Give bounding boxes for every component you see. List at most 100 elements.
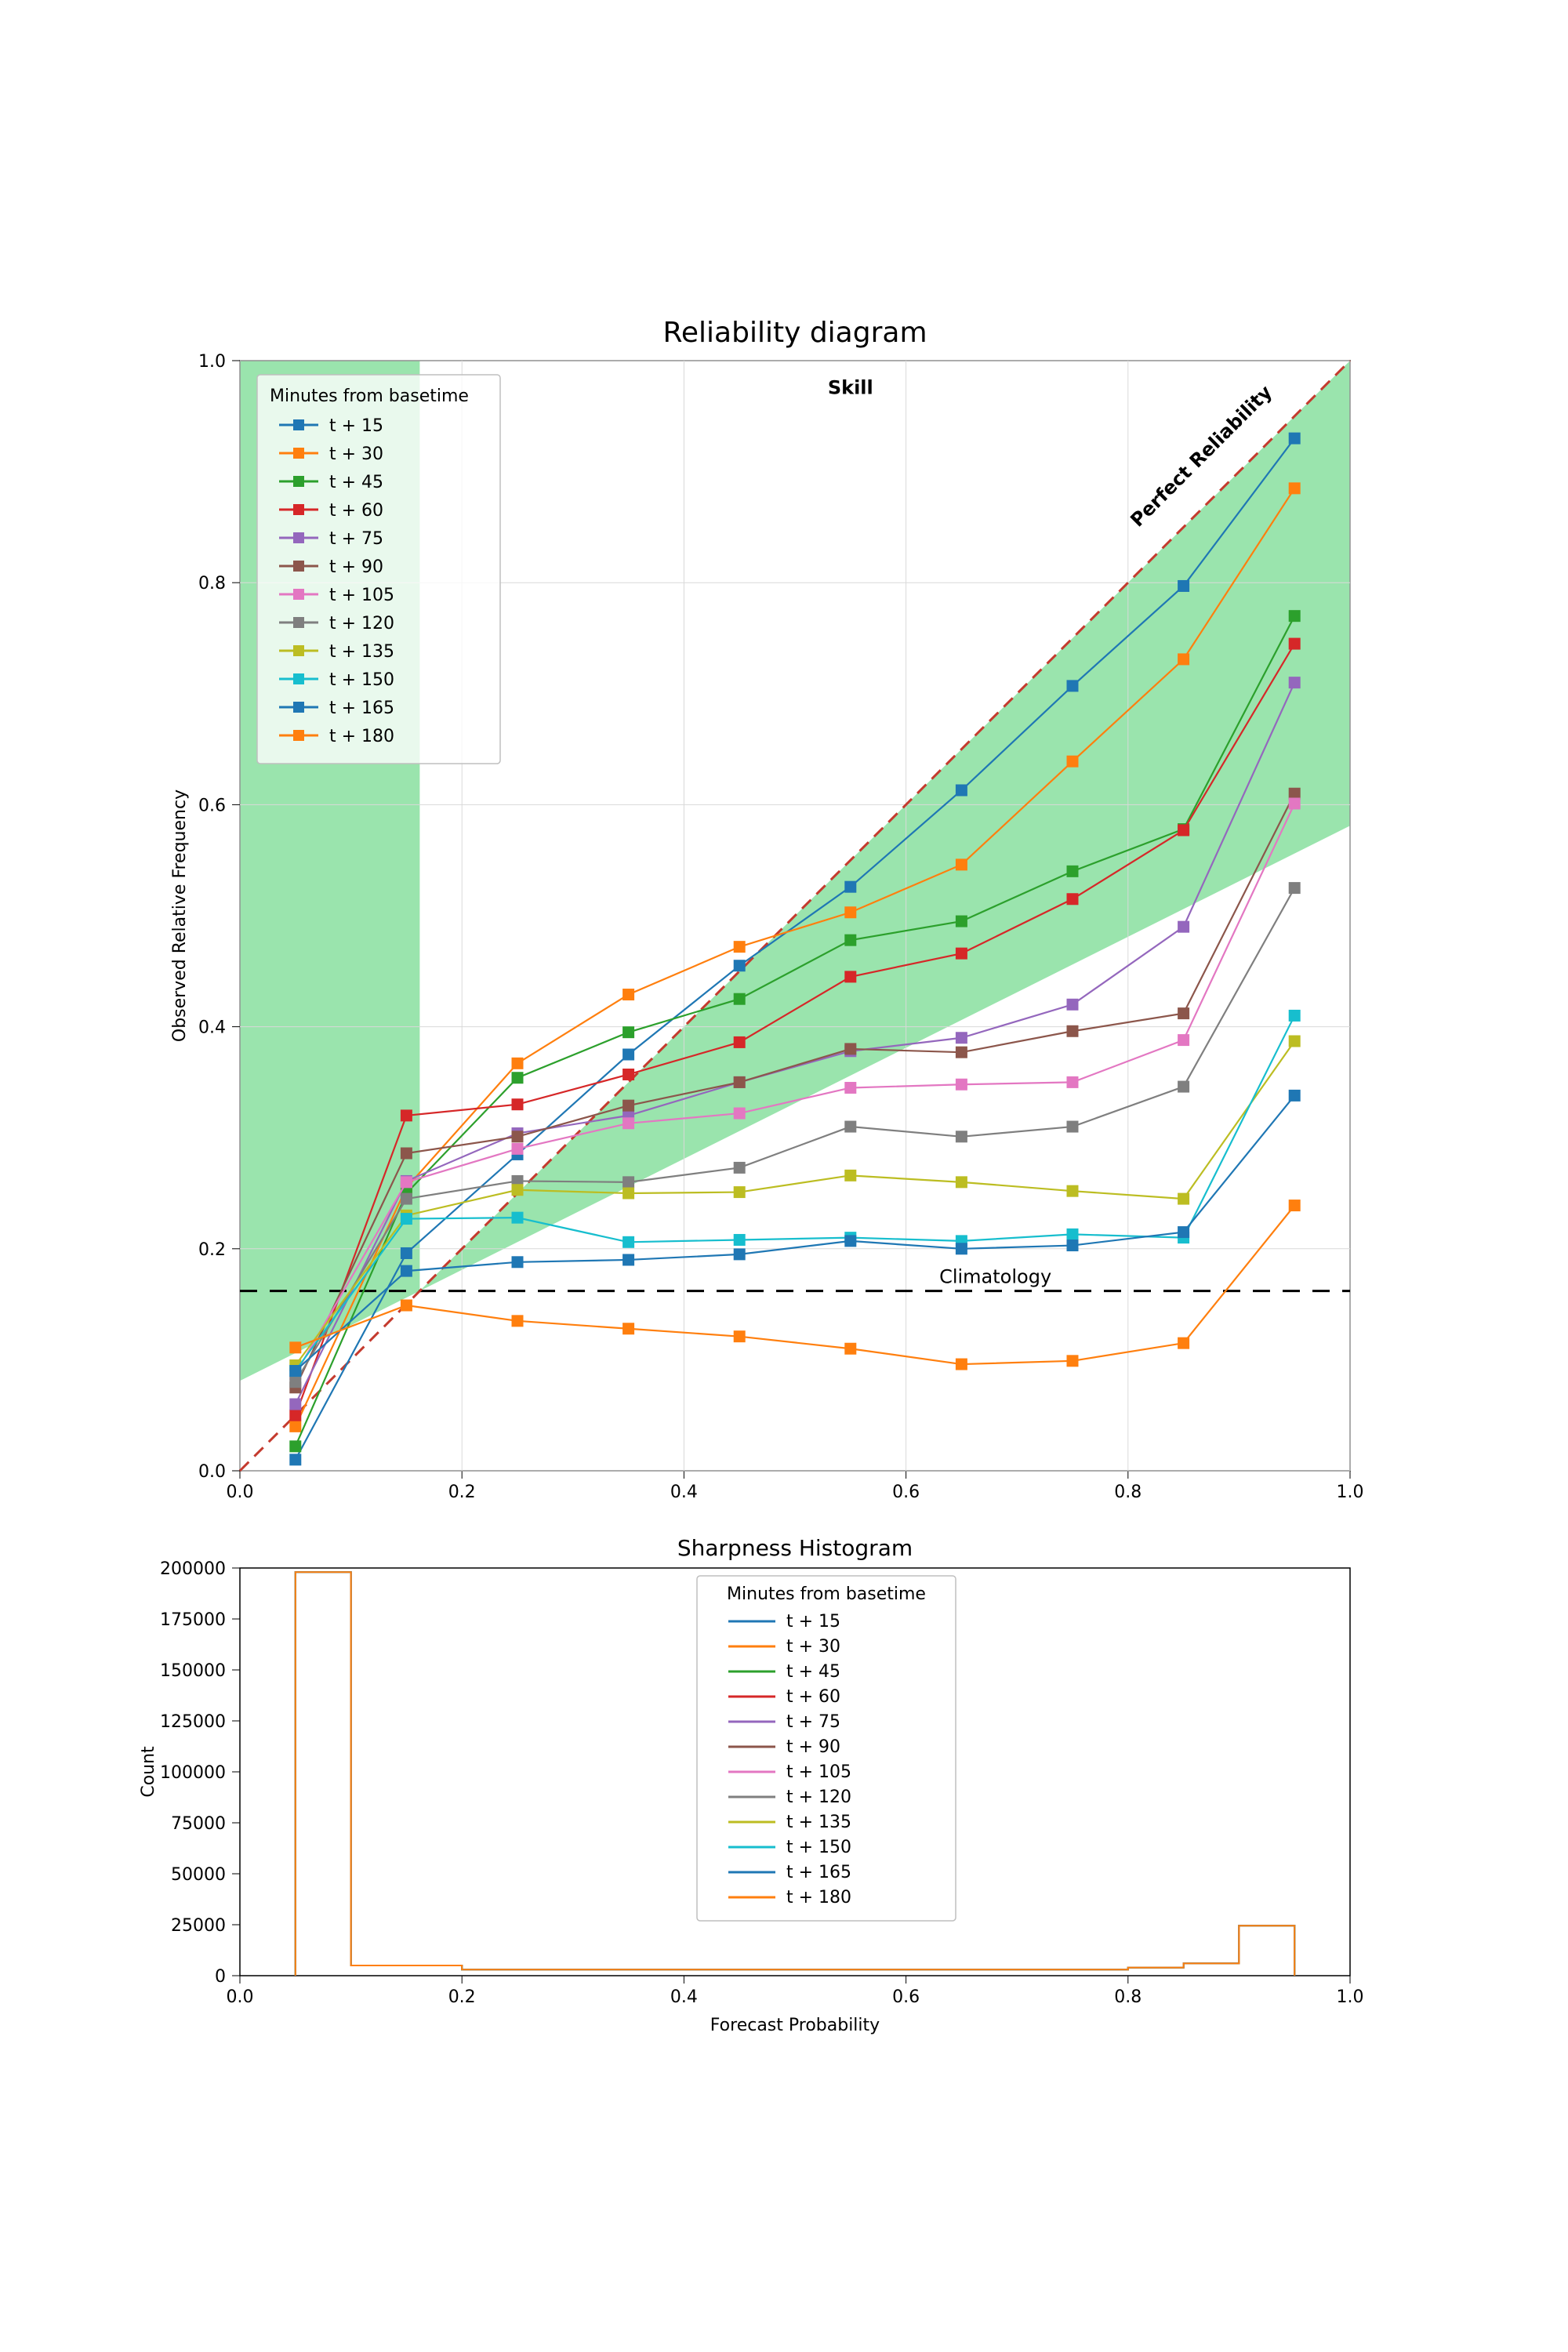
series-marker [845, 907, 856, 918]
legend-swatch-marker [293, 617, 304, 628]
legend-item-label: t + 90 [786, 1737, 840, 1757]
xtick-label: 1.0 [1337, 1483, 1364, 1502]
ytick-label: 0.0 [198, 1462, 226, 1482]
legend-item-label: t + 135 [786, 1813, 851, 1832]
series-marker [1289, 883, 1300, 894]
ytick-label: 50000 [171, 1865, 226, 1885]
ytick-label: 0 [215, 1967, 226, 1987]
legend-swatch-marker [293, 702, 304, 713]
series-marker [956, 1359, 967, 1370]
series-marker [401, 1193, 412, 1204]
legend-item-label: t + 120 [329, 614, 394, 633]
ytick-label: 0.2 [198, 1240, 226, 1260]
xtick-label: 0.0 [227, 1483, 254, 1502]
legend-item-label: t + 180 [329, 727, 394, 746]
sharpness-chart: Sharpness Histogram0.00.20.40.60.81.0025… [139, 1535, 1364, 2035]
series-marker [1067, 866, 1078, 877]
series-marker [290, 1399, 301, 1410]
legend-swatch-marker [293, 645, 304, 656]
series-marker [1067, 1240, 1078, 1251]
series-marker [956, 1033, 967, 1044]
series-marker [1289, 677, 1300, 688]
ytick-label: 25000 [171, 1916, 226, 1936]
legend-item-label: t + 15 [329, 416, 383, 436]
series-marker [1289, 1036, 1300, 1047]
xtick-label: 0.2 [448, 1483, 476, 1502]
legend-swatch-marker [293, 504, 304, 515]
series-marker [1289, 433, 1300, 444]
xtick-label: 0.6 [892, 1483, 920, 1502]
legend-item-label: t + 105 [786, 1762, 851, 1782]
ytick-label: 1.0 [198, 352, 226, 372]
series-marker [845, 935, 856, 946]
series-marker [401, 1148, 412, 1159]
legend-item-label: t + 30 [786, 1637, 840, 1657]
legend-item-label: t + 45 [329, 473, 383, 492]
ytick-label: 75000 [171, 1814, 226, 1834]
series-marker [623, 1188, 634, 1199]
ytick-label: 150000 [160, 1661, 226, 1681]
climatology-label: Climatology [939, 1266, 1051, 1288]
series-marker [1067, 1229, 1078, 1240]
xtick-label: 0.6 [892, 1987, 920, 2007]
series-marker [956, 785, 967, 796]
series-marker [845, 1170, 856, 1181]
xtick-label: 0.4 [670, 1987, 698, 2007]
series-marker [734, 1076, 745, 1087]
legend-swatch-marker [293, 561, 304, 572]
series-marker [623, 1100, 634, 1111]
ytick-label: 175000 [160, 1610, 226, 1630]
series-marker [1067, 999, 1078, 1010]
series-marker [623, 1254, 634, 1265]
series-marker [1289, 788, 1300, 799]
legend-item-label: t + 45 [786, 1662, 840, 1682]
series-marker [1289, 1010, 1300, 1021]
legend-item-label: t + 165 [329, 699, 394, 718]
legend-item-label: t + 150 [786, 1838, 851, 1857]
series-marker [401, 1300, 412, 1311]
series-marker [845, 1343, 856, 1354]
series-marker [1289, 611, 1300, 622]
series-marker [845, 1236, 856, 1247]
skill-label: Skill [828, 376, 873, 398]
series-marker [1289, 638, 1300, 649]
series-marker [512, 1185, 523, 1196]
series-marker [1289, 798, 1300, 809]
ytick-label: 0.6 [198, 796, 226, 815]
series-marker [512, 1316, 523, 1327]
series-marker [1067, 894, 1078, 905]
series-marker [956, 1243, 967, 1254]
series-marker [1178, 1008, 1189, 1019]
series-marker [956, 1079, 967, 1090]
ytick-label: 200000 [160, 1559, 226, 1579]
chart2-ylabel: Count [139, 1746, 158, 1798]
series-marker [845, 1121, 856, 1132]
series-marker [290, 1454, 301, 1465]
legend-item-label: t + 75 [329, 529, 383, 549]
legend-item-label: t + 135 [329, 642, 394, 662]
series-marker [1178, 580, 1189, 591]
legend-item-label: t + 75 [786, 1712, 840, 1732]
series-marker [1178, 921, 1189, 932]
series-marker [1067, 1356, 1078, 1367]
series-marker [845, 971, 856, 982]
series-marker [956, 916, 967, 927]
legend-swatch-marker [293, 476, 304, 487]
series-marker [1067, 1185, 1078, 1196]
legend-item-label: t + 30 [329, 445, 383, 464]
series-marker [1178, 1081, 1189, 1092]
legend-swatch-marker [293, 532, 304, 543]
series-marker [1067, 1076, 1078, 1087]
reliability-chart: Reliability diagram0.00.20.40.60.81.00.0… [170, 317, 1364, 1502]
series-marker [734, 1162, 745, 1173]
chart1-legend-title: Minutes from basetime [270, 387, 469, 406]
series-marker [845, 1082, 856, 1093]
series-marker [734, 1108, 745, 1119]
series-marker [734, 1234, 745, 1245]
series-marker [956, 1177, 967, 1188]
legend-item-label: t + 60 [786, 1687, 840, 1707]
chart2-legend-title: Minutes from basetime [727, 1584, 926, 1604]
xtick-label: 0.4 [670, 1483, 698, 1502]
chart1-title: Reliability diagram [662, 317, 927, 349]
series-marker [1289, 1090, 1300, 1101]
